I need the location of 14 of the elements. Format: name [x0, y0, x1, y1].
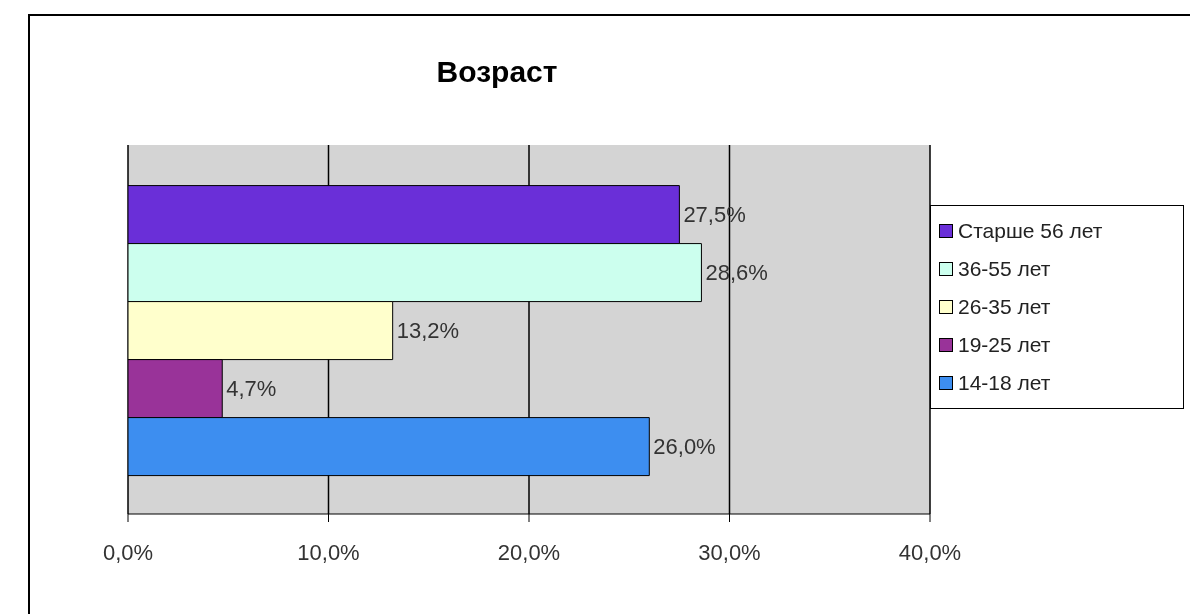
x-tick-label: 30,0%	[698, 539, 761, 565]
legend-label: 14-18 лет	[958, 371, 1051, 395]
x-tick-label: 10,0%	[297, 539, 360, 565]
x-tick-label: 0,0%	[102, 539, 154, 565]
x-tick-label: 20,0%	[497, 539, 561, 565]
data-label: 26,0%	[653, 434, 716, 460]
data-label: 13,2%	[396, 318, 460, 344]
legend-label: 26-35 лет	[958, 295, 1051, 319]
legend-label: 19-25 лет	[958, 333, 1051, 357]
chart-title: Возраст	[435, 55, 559, 89]
legend-label: Старше 56 лет	[958, 219, 1103, 243]
legend-label: 36-55 лет	[958, 257, 1051, 281]
x-tick-label: 40,0%	[898, 539, 962, 565]
data-label: 4,7%	[226, 376, 277, 402]
